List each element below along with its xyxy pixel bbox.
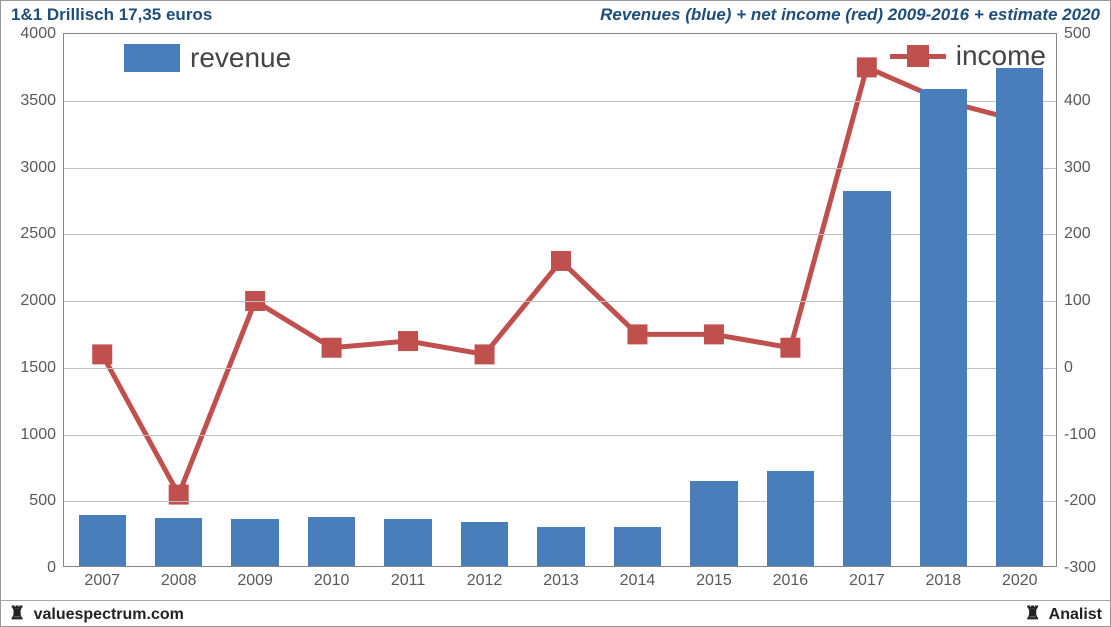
revenue-bar [231, 519, 278, 566]
gridline [64, 234, 1056, 235]
income-marker [92, 344, 112, 364]
gridline [64, 501, 1056, 502]
x-axis-tick: 2012 [467, 572, 503, 590]
footer-left: ♜ valuespectrum.com [9, 603, 184, 624]
gridline [64, 435, 1056, 436]
y-axis-right-tick: -200 [1064, 492, 1096, 510]
y-axis-left-tick: 1500 [20, 359, 56, 377]
revenue-bar [767, 471, 814, 566]
x-axis-tick: 2011 [391, 572, 425, 590]
legend-revenue-label: revenue [190, 42, 291, 74]
revenue-bar [155, 518, 202, 566]
title-left: 1&1 Drillisch 17,35 euros [11, 5, 212, 25]
y-axis-right-tick: 100 [1064, 292, 1091, 310]
y-axis-right-tick: 0 [1064, 359, 1073, 377]
y-axis-right-tick: 200 [1064, 225, 1091, 243]
y-axis-left-tick: 500 [29, 492, 56, 510]
income-marker [627, 324, 647, 344]
y-axis-left-tick: 2000 [20, 292, 56, 310]
x-axis-tick: 2018 [926, 572, 962, 590]
y-axis-right-tick: -100 [1064, 426, 1096, 444]
revenue-bar [537, 527, 584, 566]
income-marker [857, 57, 877, 77]
legend-income-swatch [890, 42, 946, 70]
y-axis-right-tick: 400 [1064, 92, 1091, 110]
income-marker [704, 324, 724, 344]
gridline [64, 368, 1056, 369]
revenue-bar [614, 527, 661, 566]
y-axis-left-tick: 1000 [20, 426, 56, 444]
title-right: Revenues (blue) + net income (red) 2009-… [600, 5, 1100, 25]
x-axis-tick: 2014 [620, 572, 656, 590]
revenue-bar [79, 515, 126, 566]
footer-right: ♜ Analist [1025, 603, 1102, 624]
income-marker [780, 338, 800, 358]
plot-area: revenue income 0500100015002000250030003… [63, 33, 1057, 567]
y-axis-right-tick: 500 [1064, 25, 1091, 43]
revenue-bar [461, 522, 508, 566]
y-axis-left-tick: 3500 [20, 92, 56, 110]
x-axis-tick: 2007 [84, 572, 120, 590]
x-axis-tick: 2010 [314, 572, 350, 590]
footer: ♜ valuespectrum.com ♜ Analist [1, 600, 1110, 626]
revenue-bar [996, 68, 1043, 566]
gridline [64, 301, 1056, 302]
rook-icon: ♜ [9, 603, 25, 623]
revenue-bar [843, 191, 890, 566]
chart-container: 1&1 Drillisch 17,35 euros Revenues (blue… [0, 0, 1111, 627]
x-axis-tick: 2009 [237, 572, 273, 590]
x-axis-tick: 2016 [773, 572, 809, 590]
y-axis-right-tick: -300 [1064, 559, 1096, 577]
revenue-bar [384, 519, 431, 566]
x-axis-tick: 2017 [849, 572, 885, 590]
x-axis-tick: 2013 [543, 572, 579, 590]
income-marker [551, 251, 571, 271]
footer-right-text: Analist [1049, 606, 1102, 623]
gridline [64, 168, 1056, 169]
y-axis-right-tick: 300 [1064, 159, 1091, 177]
revenue-bar [308, 517, 355, 566]
income-marker [475, 344, 495, 364]
y-axis-left-tick: 2500 [20, 225, 56, 243]
footer-left-text: valuespectrum.com [34, 606, 184, 623]
legend-revenue: revenue [124, 42, 291, 74]
x-axis-tick: 2015 [696, 572, 732, 590]
rook-icon: ♜ [1025, 603, 1041, 623]
legend-revenue-swatch [124, 44, 180, 72]
x-axis-tick: 2008 [161, 572, 197, 590]
income-marker [398, 331, 418, 351]
gridline [64, 101, 1056, 102]
y-axis-left-tick: 0 [47, 559, 56, 577]
x-axis-tick: 2020 [1002, 572, 1038, 590]
revenue-bar [690, 481, 737, 566]
chart-header: 1&1 Drillisch 17,35 euros Revenues (blue… [1, 1, 1110, 29]
income-marker [322, 338, 342, 358]
y-axis-left-tick: 3000 [20, 159, 56, 177]
y-axis-left-tick: 4000 [20, 25, 56, 43]
revenue-bar [920, 89, 967, 566]
